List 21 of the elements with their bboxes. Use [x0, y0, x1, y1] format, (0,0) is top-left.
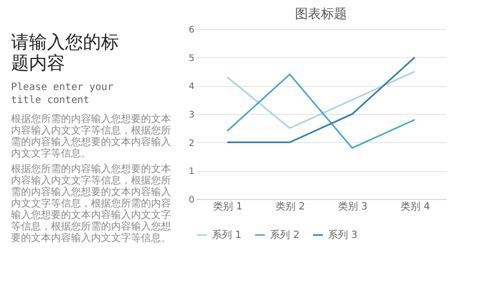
text: Please enter your title content — [11, 82, 114, 106]
x-tick-label: 类别 1 — [212, 200, 243, 212]
y-tick-label: 5 — [188, 54, 194, 64]
y-tick-label: 6 — [188, 26, 195, 36]
chart-title: 图表标题 — [295, 7, 347, 22]
line-series — [226, 74, 416, 149]
y-tick-label: 2 — [188, 138, 194, 149]
y-tick-label: 3 — [188, 110, 194, 120]
x-tick-label: 类别 3 — [338, 200, 368, 212]
text: 请输入您的标题内容 — [11, 32, 119, 74]
legend-label: 系列 3 — [328, 229, 358, 241]
text: 根据您所需的内容输入您想要的文本内容输入内文文字等信息，根据您所需的内容输入您想要的文本内容输入内文文字等信息，根据您所需的内容输入您想要的文本内容输入内文文字等信息，根据您所需的内容输入您想要的文本内容输入内文文字等信息。 — [11, 163, 171, 244]
legend-label: 系列 2 — [270, 229, 300, 241]
y-tick-label: 0 — [188, 196, 195, 206]
y-tick-label: 4 — [188, 82, 195, 92]
x-tick-label: 类别 4 — [400, 200, 430, 212]
line-series — [226, 70, 416, 129]
x-tick-label: 类别 2 — [275, 200, 306, 212]
y-tick-label: 1 — [188, 167, 194, 178]
text: 根据您所需的内容输入您想要的文本内容输入内文文字等信息，根据您所需的内容输入您想要的文本内容输入内文文字等信息。 — [11, 113, 171, 160]
legend-label: 系列 1 — [212, 229, 242, 241]
